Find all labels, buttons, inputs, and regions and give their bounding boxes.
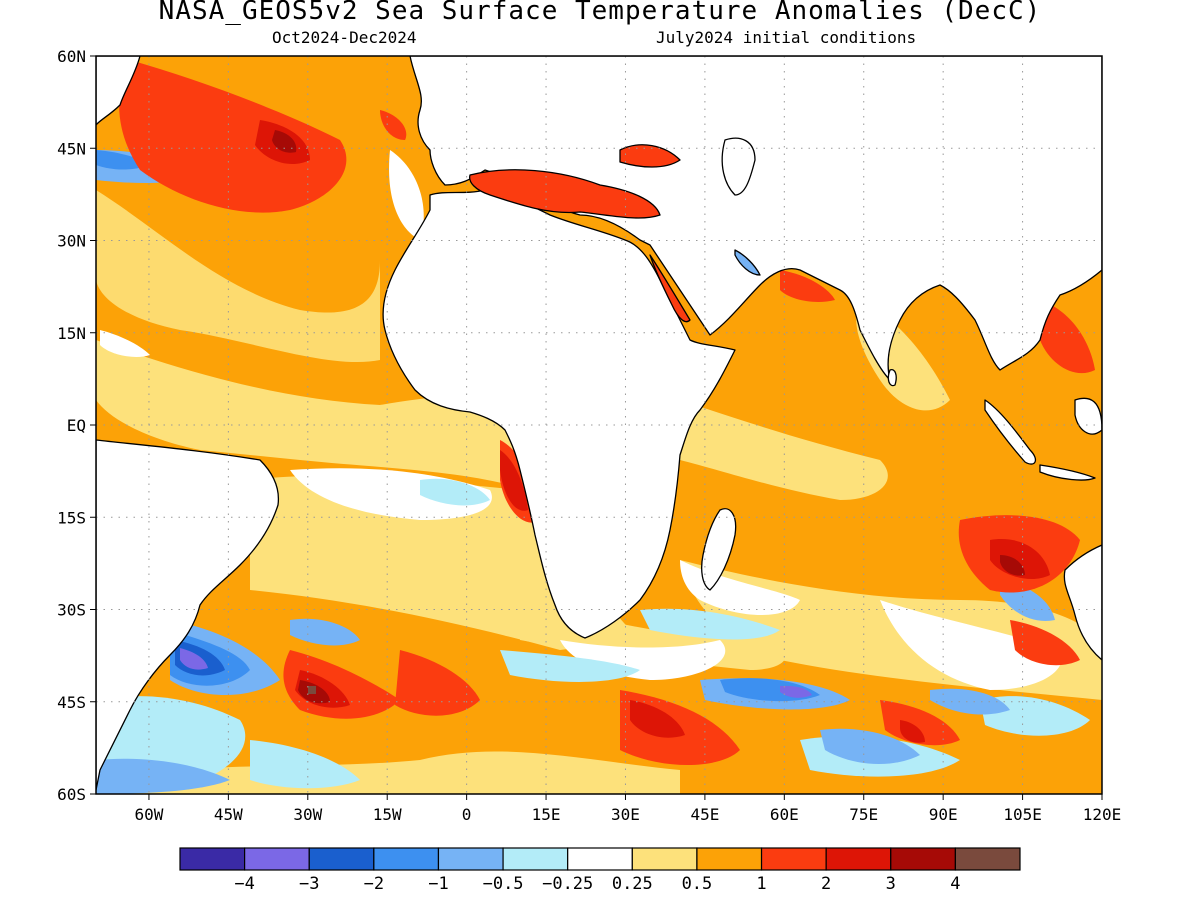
africa-land	[382, 189, 736, 639]
colorbar-label: −0.25	[542, 874, 593, 894]
colorbar-swatch	[890, 847, 956, 871]
lat-tick-label: 45N	[57, 139, 86, 158]
lon-tick-label: 45W	[214, 805, 243, 824]
colorbar-swatch	[631, 847, 698, 871]
colorbar: −4 −3 −2 −1 −0.5 −0.25 0.25 0.5 1 2 3 4	[179, 847, 1021, 894]
lat-tick-label: 30S	[57, 601, 86, 620]
axis-ticks: 60N 45N 30N 15N EQ 15S 30S 45S 60S 60W 45W 30W 15W 0 1…	[57, 47, 1121, 824]
lat-tick-label: 45S	[57, 693, 86, 712]
colorbar-swatch	[179, 847, 246, 871]
colorbar-swatch	[308, 847, 375, 871]
grid-lines	[96, 56, 1102, 794]
java-land	[1039, 464, 1096, 481]
colorbar-label: −3	[299, 874, 319, 894]
lon-tick-label: 60W	[134, 805, 163, 824]
madagascar-land	[701, 508, 737, 591]
lon-tick-label: 90E	[929, 805, 958, 824]
australia-land	[1063, 544, 1102, 661]
anomaly-strong-negative	[96, 150, 820, 702]
eurasia-land	[409, 56, 1102, 381]
colorbar-swatch	[567, 847, 633, 871]
lon-tick-label: 15W	[373, 805, 402, 824]
colorbar-label: 3	[886, 874, 896, 894]
lat-tick-label: EQ	[67, 416, 86, 435]
lon-tick-label: 15E	[532, 805, 561, 824]
land-masses	[96, 56, 1102, 791]
colorbar-swatch	[825, 847, 892, 871]
colorbar-swatch	[373, 847, 440, 871]
lat-tick-label: 15N	[57, 324, 86, 343]
red-sea	[649, 254, 691, 323]
colorbar-label: −0.5	[483, 874, 524, 894]
colorbar-swatch	[954, 847, 1021, 871]
colorbar-label: −4	[234, 874, 254, 894]
lon-tick-label: 30E	[611, 805, 640, 824]
persian-gulf	[734, 249, 761, 276]
lon-tick-label: 120E	[1083, 805, 1122, 824]
lon-tick-label: 105E	[1003, 805, 1042, 824]
colorbar-swatch	[696, 847, 763, 871]
colorbar-label: 1	[756, 874, 766, 894]
lat-tick-label: 60N	[57, 47, 86, 66]
colorbar-swatch	[437, 847, 504, 871]
lat-tick-label: 60S	[57, 785, 86, 804]
colorbar-label: 4	[950, 874, 960, 894]
sumatra-land	[984, 399, 1037, 465]
colorbar-swatch	[244, 847, 310, 871]
colorbar-label: 0.5	[682, 874, 713, 894]
south-america-land	[96, 439, 280, 791]
lon-tick-label: 0	[462, 805, 472, 824]
lon-tick-label: 45E	[690, 805, 719, 824]
mediterranean-sea	[469, 169, 661, 219]
black-sea	[619, 144, 681, 168]
sri-lanka-land	[887, 369, 897, 387]
colorbar-label: 2	[821, 874, 831, 894]
lon-tick-label: 75E	[849, 805, 878, 824]
colorbar-swatch	[502, 847, 569, 871]
colorbar-label: 0.25	[612, 874, 653, 894]
map-title: NASA_GEOS5v2 Sea Surface Temperature Ano…	[158, 0, 1042, 26]
colorbar-label: −1	[428, 874, 448, 894]
initial-conditions: July2024 initial conditions	[656, 28, 917, 47]
lon-tick-label: 60E	[770, 805, 799, 824]
colorbar-swatch	[760, 847, 827, 871]
north-america-land	[96, 56, 141, 126]
lon-tick-label: 30W	[293, 805, 322, 824]
anomaly-max-patch	[308, 686, 316, 694]
colorbar-label: −2	[364, 874, 384, 894]
caspian-sea	[721, 137, 756, 196]
lat-tick-label: 30N	[57, 232, 86, 251]
lat-tick-label: 15S	[57, 508, 86, 527]
forecast-period: Oct2024-Dec2024	[272, 28, 417, 47]
